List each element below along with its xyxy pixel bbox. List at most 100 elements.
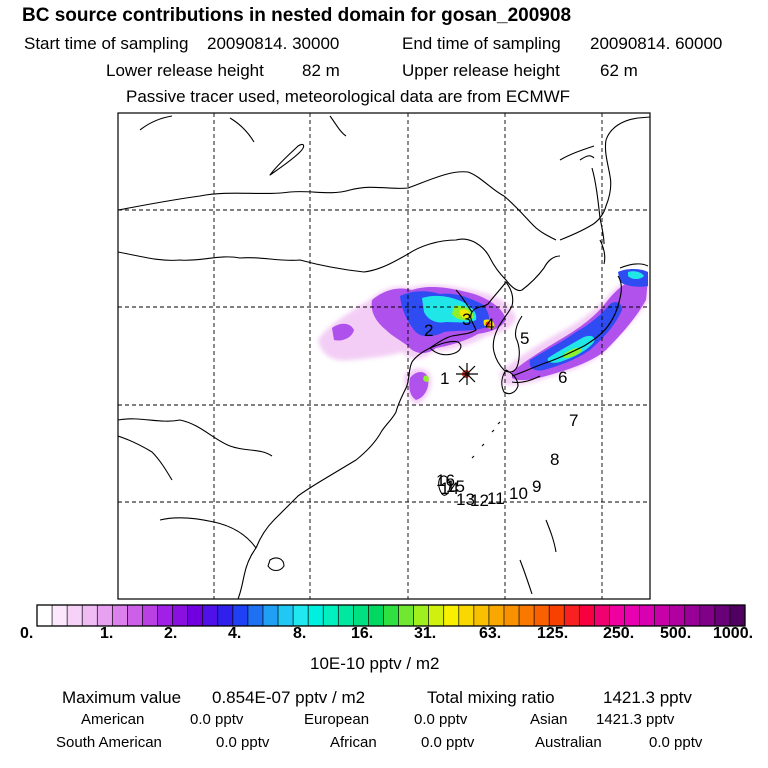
colorbar-cell [278, 605, 294, 626]
colorbar-cell [534, 605, 550, 626]
point-label-1: 1 [440, 369, 449, 388]
colorbar-cell [729, 605, 746, 626]
colorbar-tick-9: 250. [603, 625, 635, 642]
region-american-label: American [81, 711, 145, 728]
colorbar-tick-2: 2. [164, 625, 178, 642]
point-label-2: 2 [424, 321, 433, 340]
point-label-3: 3 [462, 310, 471, 329]
total-mixing-value: 1421.3 pptv [603, 688, 692, 707]
lower-release-label: Lower release height [106, 61, 264, 80]
colorbar-cell [413, 605, 429, 626]
colorbar-cell [473, 605, 490, 626]
plot-title: BC source contributions in nested domain… [22, 5, 572, 26]
colorbar-cell [684, 605, 701, 626]
region-african-label: African [330, 734, 377, 751]
upper-release-label: Upper release height [402, 61, 560, 80]
colorbar-cell [82, 605, 98, 626]
colorbar-cell [323, 605, 339, 626]
colorbar [37, 605, 746, 626]
colorbar-tick-1: 1. [100, 625, 114, 642]
lower-release-value: 82 m [302, 61, 340, 80]
colorbar-cell [308, 605, 324, 626]
colorbar-cell [262, 605, 279, 626]
colorbar-cell [714, 605, 731, 626]
region-asian-value: 1421.3 pptv [596, 711, 675, 728]
region-australian-label: Australian [535, 734, 602, 751]
colorbar-tick-5: 16. [351, 625, 374, 642]
colorbar-cell [639, 605, 655, 626]
colorbar-cell [67, 605, 83, 626]
colorbar-tick-3: 4. [228, 625, 242, 642]
point-label-14: 14 [440, 479, 459, 498]
colorbar-cell [654, 605, 670, 626]
colorbar-cell [383, 605, 399, 626]
point-label-6: 6 [558, 368, 567, 387]
colorbar-cell [52, 605, 68, 626]
point-label-7: 7 [569, 411, 578, 430]
colorbar-cell [187, 605, 203, 626]
colorbar-frame [36, 604, 746, 627]
colorbar-tick-10: 500. [660, 625, 692, 642]
colorbar-cell [112, 605, 128, 626]
colorbar-cell [549, 605, 565, 626]
region-european-value: 0.0 pptv [414, 711, 468, 728]
max-value: 0.854E-07 pptv / m2 [212, 688, 366, 707]
colorbar-tick-11: 1000. [713, 625, 754, 642]
colorbar-cell [609, 605, 625, 626]
colorbar-cell [157, 605, 173, 626]
colorbar-cell [172, 605, 188, 626]
point-label-4: 4 [485, 315, 494, 334]
colorbar-cell [293, 605, 309, 626]
colorbar-cell [428, 605, 445, 626]
end-time-label: End time of sampling [402, 34, 561, 53]
total-mixing-label: Total mixing ratio [427, 688, 555, 707]
region-african-value: 0.0 pptv [421, 734, 475, 751]
point-label-16: 16 [436, 471, 455, 490]
colorbar-cell [368, 605, 384, 626]
colorbar-cell [398, 605, 414, 626]
model-note: Passive tracer used, meteorological data… [126, 87, 571, 106]
colorbar-tick-4: 8. [293, 625, 307, 642]
point-label-15: 15 [446, 477, 465, 496]
colorbar-cell [443, 605, 460, 626]
point-label-13: 13 [456, 490, 475, 509]
region-asian-label: Asian [530, 711, 568, 728]
region-south-american-label: South American [56, 734, 162, 751]
colorbar-cell [202, 605, 219, 626]
colorbar-cell [232, 605, 249, 626]
colorbar-cell [579, 605, 595, 626]
colorbar-cell [338, 605, 354, 626]
colorbar-cell [142, 605, 158, 626]
point-label-10: 10 [509, 484, 528, 503]
map-frame [117, 112, 651, 600]
colorbar-tick-7: 63. [479, 625, 502, 642]
region-american-value: 0.0 pptv [190, 711, 244, 728]
colorbar-cell [458, 605, 475, 626]
point-label-9: 9 [532, 477, 541, 496]
colorbar-tick-6: 31. [414, 625, 437, 642]
colorbar-cell [503, 605, 520, 626]
point-label-11: 11 [487, 489, 505, 508]
max-value-label: Maximum value [62, 688, 182, 707]
colorbar-cell [37, 605, 53, 626]
colorbar-cell [217, 605, 234, 626]
colorbar-cell [699, 605, 716, 626]
colorbar-cell [247, 605, 264, 626]
release-site-marker [456, 363, 478, 385]
colorbar-tick-8: 125. [537, 625, 569, 642]
start-time-label: Start time of sampling [24, 34, 189, 53]
upper-release-value: 62 m [600, 61, 638, 80]
start-time-value: 20090814. 30000 [207, 34, 340, 53]
point-label-8: 8 [550, 450, 559, 469]
colorbar-cell [624, 605, 640, 626]
colorbar-cell [353, 605, 369, 626]
end-time-value: 20090814. 60000 [590, 34, 723, 53]
point-label-5: 5 [520, 329, 529, 348]
colorbar-unit: 10E-10 pptv / m2 [310, 654, 440, 673]
colorbar-cell [564, 605, 580, 626]
region-european-label: European [304, 711, 370, 728]
colorbar-cell [594, 605, 610, 626]
colorbar-cell [669, 605, 686, 626]
point-label-12: 12 [470, 491, 489, 510]
